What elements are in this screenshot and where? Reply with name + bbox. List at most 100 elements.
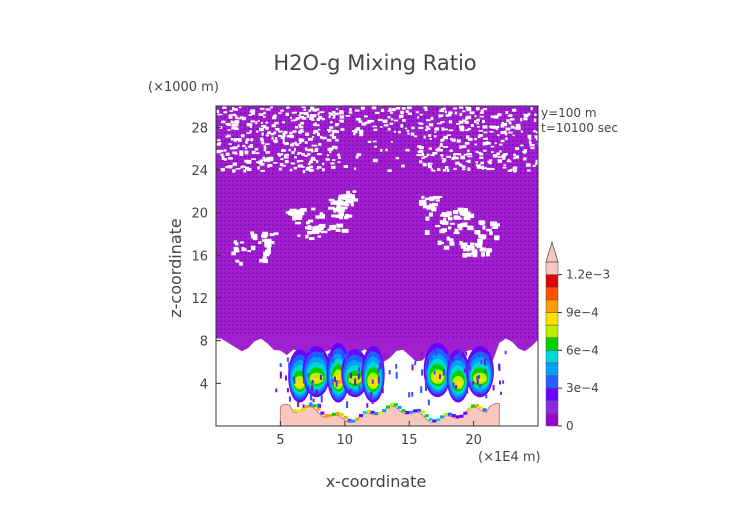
dry-speck <box>435 127 439 131</box>
dry-speck <box>240 116 244 119</box>
dry-speck <box>216 143 221 146</box>
dry-speck <box>451 157 455 161</box>
dry-speck <box>428 134 432 137</box>
colorbar-bin <box>545 413 559 427</box>
dry-speck <box>235 115 238 119</box>
dry-speck <box>422 205 430 209</box>
dry-speck <box>456 122 461 125</box>
dry-speck <box>247 123 253 126</box>
cell-streak <box>433 349 436 353</box>
dry-speck <box>297 164 303 168</box>
dry-speck <box>484 142 488 146</box>
dry-speck <box>512 134 515 137</box>
cell-streak <box>310 396 313 401</box>
dry-speck <box>497 156 503 158</box>
dry-speck <box>311 156 316 159</box>
cell-streak <box>448 353 451 361</box>
y-unit-label: (×1000 m) <box>148 80 219 95</box>
dry-speck <box>469 111 475 115</box>
cell-streak <box>433 370 436 375</box>
dry-speck <box>426 153 430 156</box>
cell-streak <box>275 388 278 393</box>
surface-band <box>393 403 398 407</box>
cell-streak <box>379 362 382 370</box>
cell-streak <box>414 361 417 366</box>
dry-speck <box>346 198 354 203</box>
dry-speck <box>317 235 322 238</box>
cell-contour <box>310 378 323 382</box>
dry-speck <box>329 151 332 154</box>
dry-speck <box>530 107 533 111</box>
cell-streak <box>438 374 441 379</box>
dry-speck <box>249 144 253 146</box>
dry-speck <box>387 109 393 112</box>
dry-speck <box>221 120 226 124</box>
dry-speck <box>264 158 267 162</box>
dry-speck <box>450 137 453 141</box>
dry-speck <box>416 154 422 157</box>
dry-speck <box>428 123 434 127</box>
dry-speck <box>308 109 312 112</box>
cell-streak <box>383 353 386 357</box>
cell-streak <box>341 352 344 357</box>
cell-streak <box>316 353 319 358</box>
cell-streak <box>435 351 438 357</box>
dry-speck <box>267 160 271 163</box>
dry-speck <box>262 156 265 160</box>
cell-streak <box>286 388 289 393</box>
surface-band <box>474 404 479 408</box>
dry-speck <box>327 148 333 152</box>
dry-speck <box>506 119 510 123</box>
dry-speck <box>509 118 515 121</box>
surface-band <box>339 412 344 416</box>
dry-speck <box>235 259 240 263</box>
surface-band <box>443 413 448 417</box>
y-tick-label: 28 <box>191 121 208 136</box>
dry-speck <box>426 119 431 122</box>
cell-streak <box>286 357 289 362</box>
dry-speck <box>265 134 270 137</box>
dry-speck <box>270 240 275 245</box>
dry-speck <box>306 114 310 118</box>
surface-band <box>320 411 325 415</box>
dry-speck <box>496 152 500 156</box>
dry-speck <box>442 169 446 172</box>
dry-speck <box>467 127 472 130</box>
dry-speck <box>231 123 236 127</box>
cell-streak <box>421 369 424 376</box>
dry-speck <box>307 153 311 156</box>
dry-speck <box>271 136 274 140</box>
dry-speck <box>218 149 224 153</box>
dry-speck <box>260 121 264 124</box>
dry-speck <box>462 222 468 228</box>
dry-speck <box>440 154 444 157</box>
surface-band <box>358 414 363 418</box>
dry-speck <box>454 156 459 160</box>
dry-speck <box>479 112 484 114</box>
dry-speck <box>316 132 320 137</box>
dry-speck <box>431 202 439 207</box>
dry-speck <box>304 141 308 144</box>
dry-speck <box>263 148 267 152</box>
dry-speck <box>337 153 341 157</box>
dry-speck <box>480 252 485 257</box>
dry-speck <box>235 242 239 246</box>
dry-speck <box>420 123 424 125</box>
dry-speck <box>512 166 518 170</box>
dry-speck <box>265 151 270 154</box>
dry-speck <box>294 212 301 216</box>
dry-speck <box>443 146 449 148</box>
dry-speck <box>380 126 383 128</box>
dry-speck <box>236 117 242 120</box>
dry-speck <box>441 127 445 131</box>
cell-streak <box>502 380 505 384</box>
dry-speck <box>293 156 297 159</box>
dry-speck <box>430 154 435 157</box>
dry-speck <box>480 247 486 252</box>
dry-speck <box>283 156 289 159</box>
dry-speck <box>505 127 511 131</box>
dry-speck <box>437 168 441 172</box>
dry-speck <box>468 153 473 155</box>
dry-speck <box>340 128 345 131</box>
chart-title: H2O-g Mixing Ratio <box>273 51 476 75</box>
